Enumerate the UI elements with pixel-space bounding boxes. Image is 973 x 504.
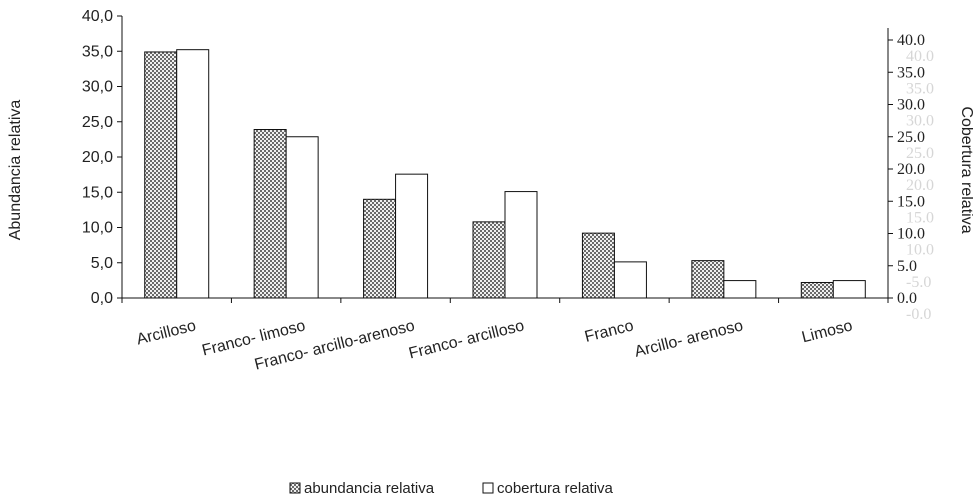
bar-cobertura-3: [504, 191, 538, 299]
bar-abundancia-0: [144, 51, 178, 299]
bar-abundancia-2: [363, 198, 397, 299]
y2-ghost-tick-label: 10.0: [906, 242, 934, 259]
y2-ghost-tick-label: 35.0: [906, 80, 934, 97]
y-tick-label: 40,0: [82, 8, 113, 25]
bar-abundancia-5: [691, 260, 725, 299]
y2-tick-label: 0.0: [897, 290, 917, 307]
y2-tick-label: 15.0: [897, 193, 925, 210]
x-tick-label: Franco: [583, 317, 636, 346]
bar-cobertura-2: [395, 173, 429, 299]
y2-tick-label: 40.0: [897, 32, 925, 49]
bar-abundancia-4: [581, 232, 615, 299]
legend-swatch-abundancia: [289, 482, 301, 494]
legend-label-cobertura: cobertura relativa: [497, 480, 614, 497]
bar-cobertura-1: [285, 136, 319, 299]
y-tick-label: 30,0: [82, 79, 113, 96]
bar-cobertura-6: [832, 280, 866, 299]
y-tick-label: 5,0: [91, 255, 113, 272]
y2-ghost-tick-label: 40.0: [906, 48, 934, 65]
y2-tick-label: 35.0: [897, 64, 925, 81]
x-tick-label: Franco- arcilloso: [407, 317, 526, 362]
bar-cobertura-4: [613, 261, 647, 299]
y-tick-label: 10,0: [82, 220, 113, 237]
y2-ghost-tick-label: -0.0: [906, 306, 931, 323]
y-tick-label: 15,0: [82, 184, 113, 201]
y-tick-label: 35,0: [82, 43, 113, 60]
y2-tick-label: 30.0: [897, 97, 925, 114]
y2-tick-label: 25.0: [897, 129, 925, 146]
x-tick-label: Arcillo- arenoso: [633, 317, 745, 360]
y2-tick-label: 10.0: [897, 226, 925, 243]
y2-tick-label: 20.0: [897, 161, 925, 178]
bar-abundancia-3: [472, 221, 506, 299]
y-tick-label: 0,0: [91, 290, 113, 307]
y2-ghost-tick-layer: -0.0 -5.0 10.0 15.0 20.0 25.0 30.0 35.0 40.0: [906, 48, 934, 323]
axes: [117, 15, 893, 303]
y2-ghost-tick-label: 25.0: [906, 145, 934, 162]
y2-tick-label: 5.0: [897, 258, 917, 275]
y2-ghost-tick-label: 20.0: [906, 177, 934, 194]
y2-ghost-tick-label: 30.0: [906, 113, 934, 130]
x-tick-label: Arcilloso: [135, 317, 198, 348]
y-axis-title: Abundancia relativa: [7, 100, 24, 241]
bar-abundancia-1: [253, 129, 287, 299]
bar-cobertura-5: [723, 280, 757, 299]
y2-ghost-tick-label: -5.0: [906, 274, 931, 291]
bars: [144, 49, 866, 299]
bar-cobertura-0: [176, 49, 210, 299]
legend-label-abundancia: abundancia relativa: [304, 480, 435, 497]
legend-swatch-cobertura: [482, 482, 494, 494]
legend: abundancia relativa cobertura relativa: [289, 480, 614, 497]
x-tick-label: Limoso: [800, 317, 854, 346]
y2-ghost-tick-label: 15.0: [906, 209, 934, 226]
bar-abundancia-6: [800, 281, 834, 299]
y-tick-label: 20,0: [82, 149, 113, 166]
y-tick-label: 25,0: [82, 114, 113, 131]
y2-axis-title: Cobertura relativa: [958, 106, 973, 233]
